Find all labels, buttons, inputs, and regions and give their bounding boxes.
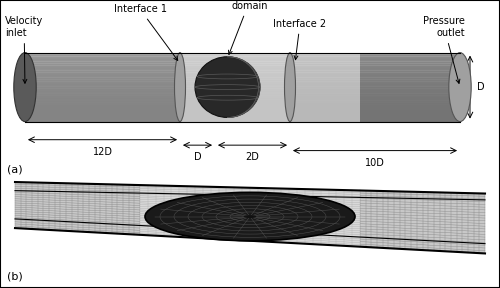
Text: Pressure
outlet: Pressure outlet [423,16,465,83]
Ellipse shape [174,53,186,122]
Polygon shape [15,182,140,235]
Ellipse shape [449,53,471,122]
Text: Velocity
inlet: Velocity inlet [5,16,44,83]
Polygon shape [25,53,180,122]
Text: 12D: 12D [92,147,112,157]
Text: Interface 1: Interface 1 [114,4,178,60]
Text: (b): (b) [8,271,23,281]
Polygon shape [15,182,485,253]
Circle shape [145,192,355,241]
Circle shape [244,215,256,218]
Ellipse shape [284,53,296,122]
Text: D: D [478,82,485,92]
Polygon shape [360,53,460,122]
Text: Interface 2: Interface 2 [274,19,326,60]
Text: (a): (a) [8,164,23,174]
Text: D: D [194,152,202,162]
Ellipse shape [14,53,36,122]
Polygon shape [180,53,290,122]
Text: 10D: 10D [365,158,385,168]
Text: 2D: 2D [246,152,260,162]
Polygon shape [140,185,360,247]
Polygon shape [360,190,485,253]
Polygon shape [290,53,360,122]
Text: Rotating
domain: Rotating domain [228,0,270,54]
Ellipse shape [195,57,260,118]
